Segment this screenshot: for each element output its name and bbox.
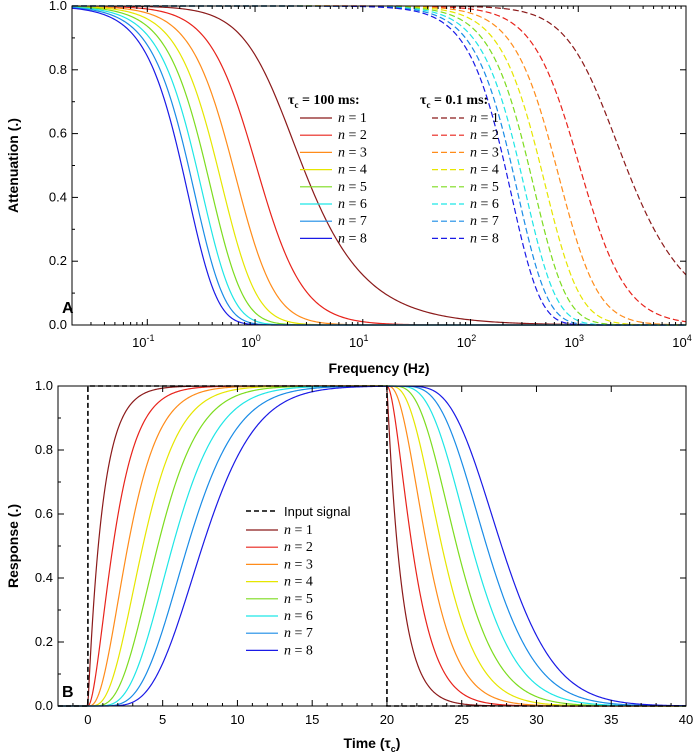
panel-letter-a: A xyxy=(62,300,74,317)
x-tick-label-b: 15 xyxy=(305,712,319,727)
y-tick-label-b: 0.8 xyxy=(35,442,53,457)
response-curve-n5 xyxy=(58,385,686,707)
y-tick-label-b: 0.4 xyxy=(35,570,53,585)
y-tick-label-a: 0.6 xyxy=(49,126,67,141)
legend-a: τc = 100 ms:n = 1n = 2n = 3n = 4n = 5n =… xyxy=(288,93,499,246)
response-curve-n7 xyxy=(58,385,686,707)
x-tick-label-a: 100 xyxy=(241,333,260,350)
legend-b-label: n = 7 xyxy=(284,626,313,641)
plot-frame-b xyxy=(57,385,687,707)
x-tick-label-b: 30 xyxy=(529,712,543,727)
legend-a-label: n = 5 xyxy=(338,180,367,195)
legend-a-label: n = 2 xyxy=(470,128,499,143)
curve-a-fast-n3 xyxy=(72,5,686,326)
y-axis-title-a: Attenuation (.) xyxy=(5,118,21,213)
curves-b xyxy=(58,385,686,707)
input-signal-line xyxy=(58,385,686,707)
x-tick-label-b: 25 xyxy=(454,712,468,727)
x-tick-label-b: 20 xyxy=(380,712,394,727)
curve-a-slow-n3 xyxy=(72,5,686,326)
legend-a-label: n = 7 xyxy=(470,214,499,229)
y-tick-label-a: 0.4 xyxy=(49,189,67,204)
legend-b-label: n = 4 xyxy=(284,575,313,590)
legend-a-label: n = 8 xyxy=(470,231,499,246)
legend-a-label: n = 1 xyxy=(338,111,367,126)
panel-letter-b: B xyxy=(62,684,74,701)
legend-a-label: n = 6 xyxy=(470,197,499,212)
curve-a-fast-n6 xyxy=(72,5,686,326)
legend-b-label: n = 2 xyxy=(284,540,313,555)
legend-a-heading: τc = 0.1 ms: xyxy=(420,93,488,110)
response-curve-n1 xyxy=(58,385,686,707)
x-tick-label-b: 35 xyxy=(604,712,618,727)
curve-a-slow-n5 xyxy=(72,6,686,326)
curve-a-slow-n6 xyxy=(72,6,686,326)
legend-b-label: n = 3 xyxy=(284,557,313,572)
response-curve-n6 xyxy=(58,385,686,707)
legend-a-heading: τc = 100 ms: xyxy=(288,93,360,110)
legend-a-label: n = 8 xyxy=(338,231,367,246)
legend-a-label: n = 3 xyxy=(338,145,367,160)
curve-a-slow-n2 xyxy=(72,5,686,326)
legend-b-input-label: Input signal xyxy=(284,504,351,519)
curves-a xyxy=(72,5,686,326)
x-tick-label-b: 40 xyxy=(679,712,693,727)
curve-a-slow-n7 xyxy=(72,7,686,326)
curve-a-fast-n8 xyxy=(72,5,686,326)
legend-b-label: n = 5 xyxy=(284,592,313,607)
curve-a-slow-n8 xyxy=(72,7,686,326)
legend-b-label: n = 6 xyxy=(284,609,313,624)
legend-b-label: n = 8 xyxy=(284,643,313,658)
legend-a-label: n = 6 xyxy=(338,197,367,212)
curve-a-fast-n2 xyxy=(72,5,686,323)
y-tick-label-a: 0.2 xyxy=(49,253,67,268)
y-tick-label-a: 0.8 xyxy=(49,62,67,77)
x-tick-label-a: 102 xyxy=(457,333,476,350)
x-tick-label-b: 10 xyxy=(230,712,244,727)
curve-a-fast-n7 xyxy=(72,5,686,326)
curve-a-fast-n4 xyxy=(72,5,686,326)
legend-b-label: n = 1 xyxy=(284,523,313,538)
legend-a-label: n = 5 xyxy=(470,180,499,195)
x-tick-label-b: 5 xyxy=(159,712,166,727)
y-tick-label-b: 0.0 xyxy=(35,698,53,713)
y-tick-label-b: 1.0 xyxy=(35,378,53,393)
curve-a-slow-n1 xyxy=(72,5,686,326)
y-tick-label-a: 0.0 xyxy=(49,317,67,332)
y-axis-title-b: Response (.) xyxy=(5,504,21,588)
legend-a-label: n = 3 xyxy=(470,145,499,160)
x-tick-label-a: 10-1 xyxy=(132,333,154,350)
y-tick-label-b: 0.2 xyxy=(35,634,53,649)
legend-a-label: n = 4 xyxy=(338,163,367,178)
legend-a-label: n = 4 xyxy=(470,163,499,178)
legend-b: Input signal n = 1 n = 2 n = 3 n = 4 n = 5 n =… xyxy=(246,504,351,658)
x-axis-title-b: Time (τc) xyxy=(344,735,401,754)
response-curve-n4 xyxy=(58,385,686,707)
x-tick-label-a: 104 xyxy=(672,333,691,350)
panel-b: 0.0 0.2 0.4 0.6 0.8 1.0 0 5 10 15 20 25 30 35 40 Time (… xyxy=(5,378,693,754)
response-curve-n8 xyxy=(58,385,686,707)
legend-a-label: n = 1 xyxy=(470,111,499,126)
curve-a-fast-n5 xyxy=(72,5,686,326)
plot-frame-a xyxy=(71,5,687,326)
x-tick-label-b: 0 xyxy=(84,712,91,727)
legend-a-label: n = 2 xyxy=(338,128,367,143)
legend-a-label: n = 7 xyxy=(338,214,367,229)
y-tick-label-a: 1.0 xyxy=(49,0,67,13)
x-tick-label-a: 101 xyxy=(349,333,368,350)
curve-a-slow-n4 xyxy=(72,5,686,326)
response-curve-n3 xyxy=(58,385,686,707)
response-curve-n2 xyxy=(58,385,686,707)
panel-a: 0.0 0.2 0.4 0.6 0.8 1.0 10-1 100 101 102 103 104 Fre… xyxy=(5,0,692,376)
x-axis-title-a: Frequency (Hz) xyxy=(328,360,429,376)
y-tick-label-b: 0.6 xyxy=(35,506,53,521)
x-tick-label-a: 103 xyxy=(565,333,584,350)
